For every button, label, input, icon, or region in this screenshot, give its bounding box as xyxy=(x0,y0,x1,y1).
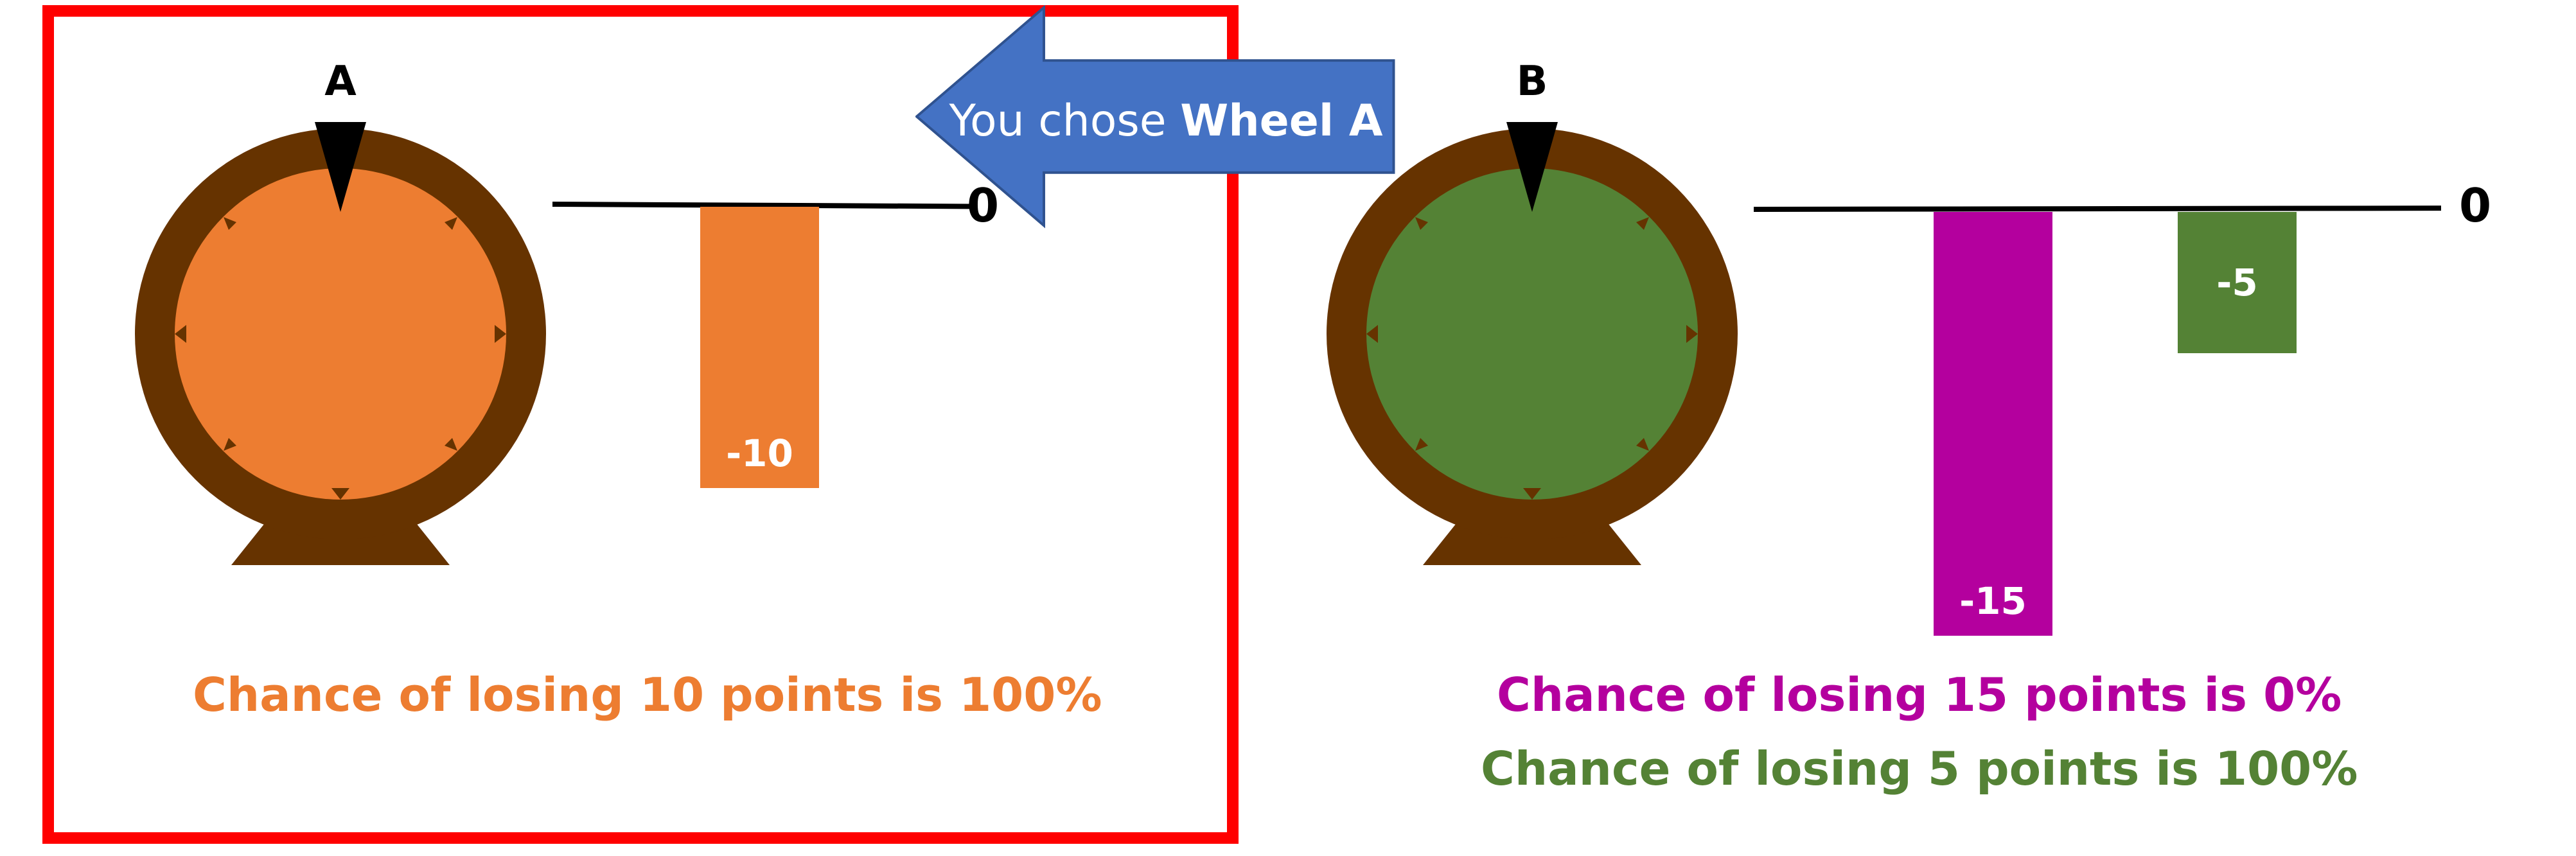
wheel-a-bar: -10 xyxy=(700,207,819,488)
wheel-b-bar-loss-15-value: -15 xyxy=(1959,579,2027,636)
wheel-b-chance-text-2: Chance of losing 5 points is 100% xyxy=(1481,742,2358,796)
wheel-b-bar-loss-5: -5 xyxy=(2178,212,2297,353)
wheel-b-label: B xyxy=(1506,58,1558,105)
wheel-b-chance-text-1: Chance of losing 15 points is 0% xyxy=(1497,668,2342,722)
wheel-a[interactable] xyxy=(128,116,552,572)
wheel-a-label: A xyxy=(315,58,366,105)
wheel-a-chance-text: Chance of losing 10 points is 100% xyxy=(193,668,1102,722)
wheel-b-bar-loss-5-value: -5 xyxy=(2216,261,2257,304)
wheel-b[interactable] xyxy=(1320,116,1744,572)
callout-prefix: You chose xyxy=(949,96,1180,146)
wheel-b-baseline xyxy=(1754,205,2441,212)
wheel-b-zero-label: 0 xyxy=(2459,179,2491,232)
wheel-a-bar-value: -10 xyxy=(726,432,793,488)
wheel-b-bar-loss-15: -15 xyxy=(1934,212,2052,636)
